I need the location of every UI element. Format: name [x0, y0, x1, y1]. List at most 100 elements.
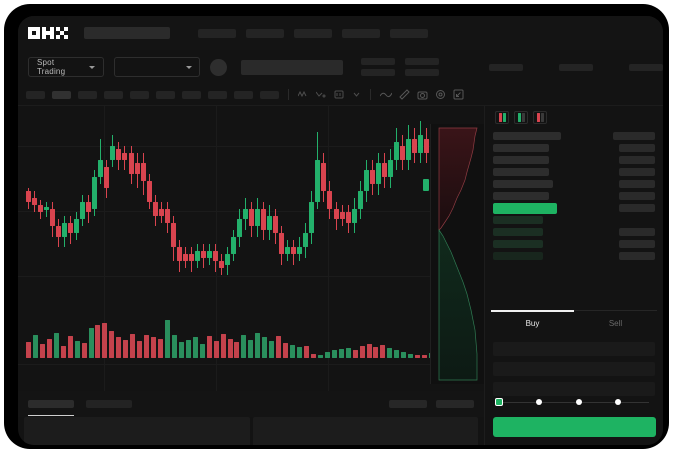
order-field-1[interactable]: [493, 342, 655, 356]
timeframe-2[interactable]: [52, 90, 71, 99]
pair-selector[interactable]: [113, 57, 201, 77]
last-price: [240, 59, 343, 75]
volume-bar: [227, 338, 233, 358]
line-chart-icon[interactable]: [380, 90, 392, 99]
orderbook-view-toggles: [485, 106, 663, 128]
candlestick-series: [26, 118, 436, 278]
camera-icon[interactable]: [417, 90, 428, 100]
fullscreen-icon[interactable]: [453, 89, 464, 100]
volume-bar: [88, 328, 94, 358]
step-1[interactable]: [495, 398, 503, 406]
volume-bar: [241, 335, 247, 358]
volume-bar: [422, 354, 428, 358]
chart-footer-button-1[interactable]: [389, 400, 427, 408]
table-row[interactable]: [493, 250, 655, 262]
toolbar-divider: [288, 89, 289, 100]
market-type-selector[interactable]: Spot Trading: [28, 57, 104, 77]
chart-footer-actions: [389, 400, 484, 408]
timeframe-8[interactable]: [208, 90, 227, 99]
nav-item-3[interactable]: [294, 28, 332, 38]
order-field-2[interactable]: [493, 362, 655, 376]
nav-item-5[interactable]: [390, 28, 428, 38]
nav-item-1[interactable]: [198, 28, 236, 38]
indicators-icon[interactable]: [298, 90, 309, 99]
chart-toolbar: [18, 84, 663, 106]
volume-bar: [81, 342, 87, 358]
order-field-3[interactable]: [493, 382, 655, 396]
stat-label-3: [489, 63, 523, 71]
stat-group-2: [405, 58, 439, 76]
orderbook-view-bids-icon[interactable]: [514, 111, 528, 124]
timeframe-10[interactable]: [260, 90, 279, 99]
submit-order-button[interactable]: [493, 417, 656, 437]
timeframe-5[interactable]: [130, 90, 149, 99]
timeframe-6[interactable]: [156, 90, 175, 99]
volume-bar: [213, 340, 219, 358]
bottom-panels: [18, 417, 484, 445]
settings-icon[interactable]: [435, 89, 446, 100]
table-row[interactable]: [493, 190, 655, 202]
volume-bar: [359, 345, 365, 358]
best-bid-highlight: [493, 202, 557, 214]
device-bezel: Spot Trading: [4, 4, 669, 449]
volume-bar: [366, 343, 372, 358]
volume-bar: [164, 320, 170, 358]
top-navigation-bar: [18, 16, 663, 50]
ruler-icon[interactable]: [399, 89, 410, 100]
alert-icon[interactable]: [334, 90, 345, 99]
table-row[interactable]: [493, 226, 655, 238]
volume-bar: [32, 335, 38, 358]
volume-bar: [317, 354, 323, 358]
timeframe-7[interactable]: [182, 90, 201, 99]
table-row[interactable]: [493, 178, 655, 190]
table-row[interactable]: [493, 154, 655, 166]
tab-sell[interactable]: Sell: [574, 311, 657, 336]
nav-item-4[interactable]: [342, 28, 380, 38]
table-row[interactable]: [493, 214, 655, 226]
orderbook-col-price: [493, 132, 561, 140]
volume-bar: [158, 338, 164, 358]
search-input[interactable]: [84, 27, 170, 39]
timeframe-4[interactable]: [104, 90, 123, 99]
depth-chart-svg: [438, 127, 478, 381]
order-book-spread-row[interactable]: [493, 202, 655, 214]
timeframe-9[interactable]: [234, 90, 253, 99]
okx-logo[interactable]: [28, 26, 68, 40]
volume-bar: [220, 334, 226, 358]
compare-icon[interactable]: [316, 90, 327, 99]
orderbook-view-asks-icon[interactable]: [533, 111, 547, 124]
volume-bar: [137, 340, 143, 358]
volume-series: [26, 318, 436, 358]
toolbar-divider-2: [370, 89, 371, 100]
market-type-label: Spot Trading: [37, 58, 66, 76]
volume-bar: [387, 347, 393, 358]
table-row[interactable]: [493, 238, 655, 250]
volume-bar: [394, 349, 400, 358]
orderbook-view-both-icon[interactable]: [495, 111, 509, 124]
chart-footer-tab-2[interactable]: [86, 400, 132, 408]
chevron-down-icon[interactable]: [352, 90, 361, 99]
chart-footer-tab-1[interactable]: [28, 400, 74, 416]
chart-footer-button-2[interactable]: [436, 400, 474, 408]
volume-bar: [234, 341, 240, 358]
bottom-panel-right[interactable]: [252, 417, 478, 445]
volume-bar: [130, 334, 136, 358]
stat-label-2: [405, 58, 439, 65]
bottom-panel-left[interactable]: [24, 417, 250, 445]
volume-bar: [297, 346, 303, 358]
table-row[interactable]: [493, 166, 655, 178]
step-2[interactable]: [536, 399, 543, 405]
table-row[interactable]: [493, 142, 655, 154]
volume-bar: [199, 343, 205, 358]
nav-item-2[interactable]: [246, 28, 284, 38]
order-form: [485, 336, 663, 396]
tab-buy[interactable]: Buy: [491, 310, 574, 336]
step-4[interactable]: [614, 399, 621, 405]
timeframe-1[interactable]: [26, 90, 45, 99]
step-3[interactable]: [575, 399, 582, 405]
price-chart[interactable]: [18, 106, 484, 391]
stat-group-5: [629, 63, 663, 71]
stepper-line: [500, 401, 649, 403]
timeframe-3[interactable]: [78, 90, 97, 99]
